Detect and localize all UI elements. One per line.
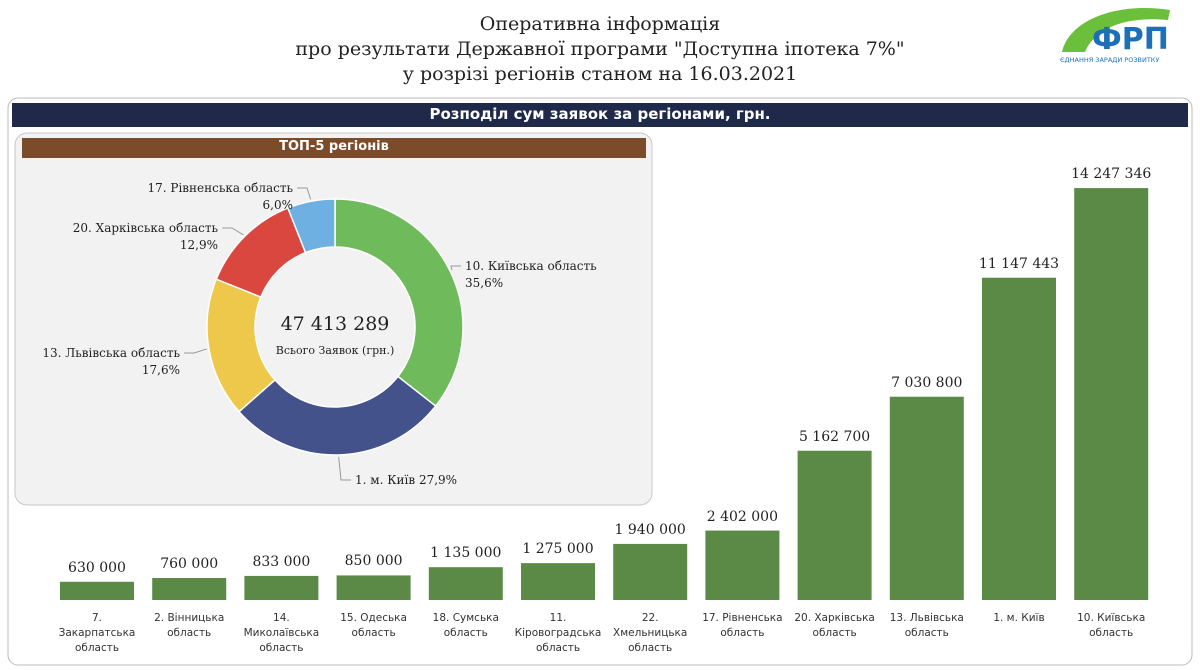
bar: [797, 450, 872, 600]
pie-value-label: 12,9%: [179, 238, 218, 252]
banner: [12, 103, 1188, 127]
bar-title: Розподіл сум заявок за регіонами, грн.: [429, 105, 771, 123]
x-tick-label: 13. Львівська область: [889, 612, 964, 639]
bar: [521, 563, 595, 600]
value-label: 850 000: [344, 553, 403, 570]
bar: [889, 396, 964, 600]
x-tick-label: 11. Кіровоградська область: [514, 612, 602, 654]
value-label: 630 000: [68, 559, 126, 576]
value-label: 833 000: [252, 553, 311, 570]
pie-center-label: Всього Заявок (грн.): [275, 344, 395, 357]
leader-line: [184, 348, 208, 354]
pie-category: 10. Київська область: [465, 259, 597, 273]
logo-tagline: ЄДНАННЯ ЗАРАДИ РОЗВИТКУ: [1060, 56, 1160, 64]
x-tick-label: 18. Сумська область: [432, 612, 499, 639]
pie-category: 13. Львівська область: [42, 346, 180, 360]
header-line: про результати Державної програми "Досту…: [295, 38, 905, 60]
pie-label: 17. Рівненська область 6,0%: [147, 180, 293, 214]
x-tick-label: 14. Миколаївська область: [243, 612, 320, 654]
donut-slice: [286, 198, 336, 254]
x-tick-label: 2. Вінницька область: [154, 612, 225, 639]
pie-category: 20. Харківська область: [72, 221, 218, 235]
leader-line: [297, 187, 312, 200]
pie-label: 1. м. Київ 27,9%: [355, 472, 457, 489]
pie-label: 10. Київська область 35,6%: [465, 258, 597, 292]
bar: [613, 543, 688, 600]
x-tick-label: 17. Рівненська область: [702, 612, 783, 639]
value-label: 1 275 000: [522, 541, 594, 558]
value-label: 14 247 346: [1071, 166, 1152, 183]
inset-frame: [14, 132, 653, 506]
x-tick-label: 10. Київська область: [1077, 612, 1146, 639]
value-label: 7 030 800: [891, 374, 963, 391]
donut-slice: [334, 198, 464, 408]
bar: [60, 581, 134, 600]
leader-line: [222, 227, 244, 236]
value-label: 11 147 443: [978, 255, 1060, 272]
bar: [152, 578, 227, 600]
logo-swoosh: [1062, 7, 1170, 52]
bar: [982, 277, 1056, 600]
pie-value-label: 35,6%: [465, 276, 504, 290]
bar: [705, 530, 780, 600]
x-tick-label: 1. м. Київ: [993, 612, 1045, 624]
pie-center-value: 47 413 289: [280, 313, 390, 335]
bar: [336, 575, 411, 600]
logo-text: ФРП: [1092, 22, 1169, 57]
header-line: у розрізі регіонів станом на 16.03.2021: [402, 63, 798, 85]
pie-value-label: 17,6%: [141, 363, 180, 377]
bar: [244, 575, 319, 600]
bar: [1074, 188, 1149, 601]
x-tick-label: 22. Хмельницька область: [613, 612, 688, 654]
bar: [428, 567, 503, 600]
x-tick-label: 7. Закарпатська область: [58, 612, 136, 654]
pie-label: 13. Львівська область 17,6%: [42, 345, 180, 379]
pie-category: 17. Рівненська область: [147, 181, 293, 195]
header-line: Оперативна інформація: [479, 13, 721, 35]
leader-line: [338, 456, 351, 481]
pie-category: 1. м. Київ: [355, 473, 416, 487]
header: Оперативна інформація про результати Дер…: [0, 12, 1200, 87]
value-label: 1 135 000: [430, 545, 502, 562]
pie-value-label: 27,9%: [418, 473, 458, 487]
pie-value-label: 6,0%: [262, 198, 294, 212]
donut-slice: [237, 375, 437, 456]
leader-line: [450, 265, 461, 271]
inset-banner: [22, 138, 646, 158]
pie-label: 20. Харківська область 12,9%: [73, 220, 218, 254]
x-tick-label: 15. Одеська область: [340, 612, 407, 639]
value-label: 760 000: [160, 556, 219, 573]
value-label: 5 162 700: [798, 428, 871, 445]
x-tick-label: 20. Харківська область: [794, 612, 875, 639]
value-label: 2 402 000: [706, 508, 779, 525]
pie-title: ТОП-5 регіонів: [279, 139, 389, 154]
value-label: 1 940 000: [614, 521, 686, 538]
